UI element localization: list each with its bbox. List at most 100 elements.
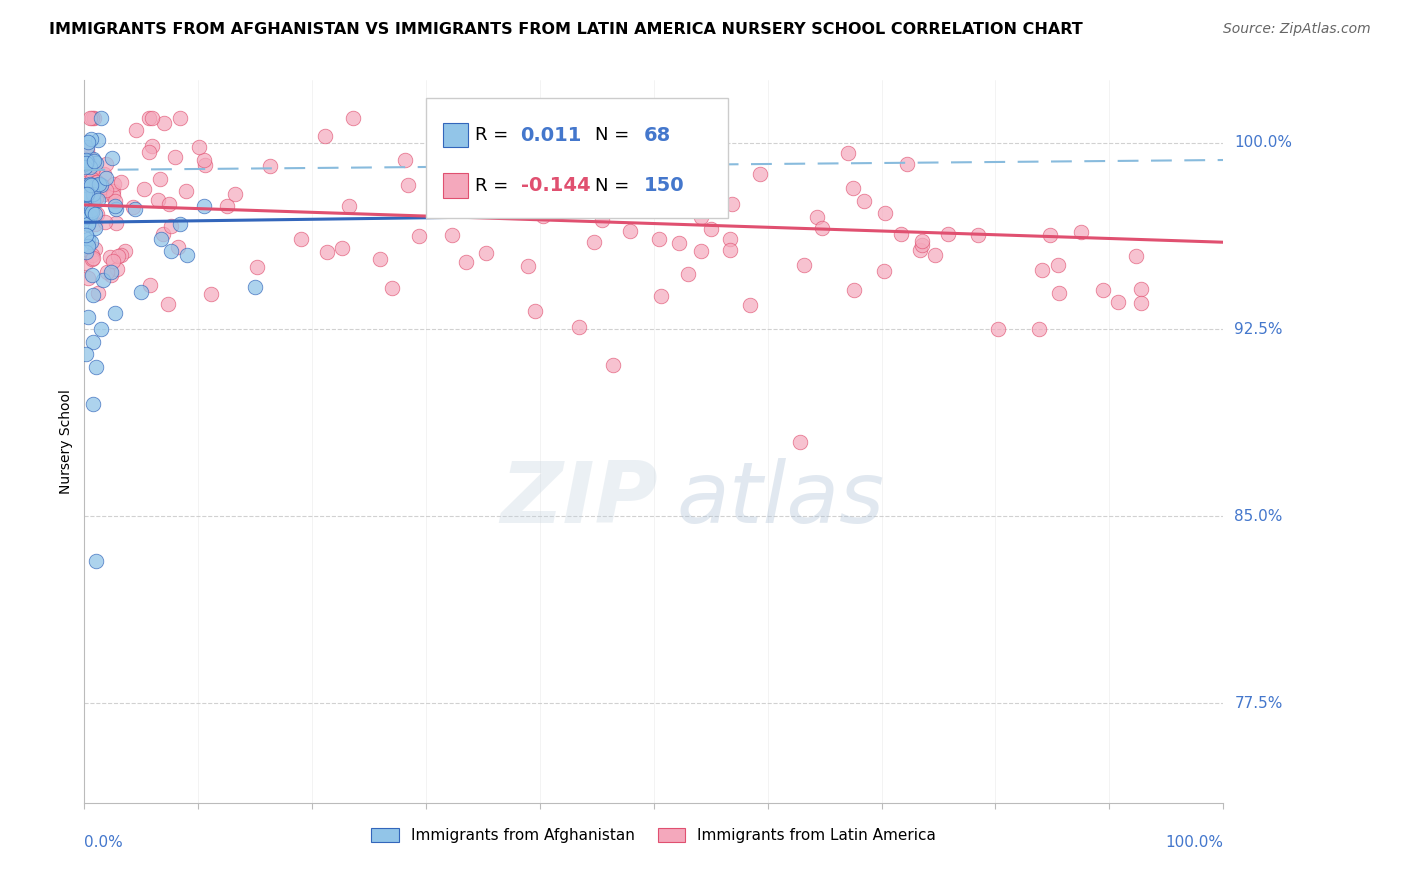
Point [82,187,104,202]
Point [82,397,104,411]
Point [80,252,103,266]
Point [259,159,281,173]
Point [86,189,108,203]
Point [79,111,101,125]
Point [160,219,183,234]
Point [82,334,104,349]
Point [692,169,714,184]
Point [689,210,711,224]
Point [987,322,1010,336]
Point [156,297,179,311]
Point [73,210,96,224]
Point [93,180,115,194]
Text: 77.5%: 77.5% [1234,696,1282,711]
Point [79,209,101,223]
Point [337,199,360,213]
Point [1070,225,1092,239]
Point [396,178,419,193]
Point [650,289,672,303]
Point [842,283,865,297]
Point [314,129,336,144]
Point [101,184,124,198]
Point [169,111,191,125]
Point [87,285,110,300]
Point [141,111,163,125]
Point [139,278,162,293]
Point [90,111,112,125]
Point [73,177,96,191]
Text: 85.0%: 85.0% [1234,508,1282,524]
Point [890,227,912,242]
Point [104,306,127,320]
Point [516,259,538,273]
Point [966,228,988,243]
Point [475,245,498,260]
Point [87,193,110,207]
Text: -0.144: -0.144 [520,177,591,195]
Point [80,205,103,219]
Point [82,252,104,266]
Point [315,245,337,260]
Point [1125,249,1147,263]
Point [583,235,606,249]
Point [93,186,115,201]
Point [86,175,108,189]
Point [76,310,98,324]
Point [558,111,581,125]
Point [80,202,103,217]
Point [76,186,98,201]
Point [77,156,100,170]
Point [90,322,112,336]
Point [837,145,859,160]
Point [1031,263,1053,277]
Point [83,220,105,235]
Point [75,256,97,270]
Point [132,182,155,196]
Point [141,139,163,153]
Point [793,258,815,272]
Text: IMMIGRANTS FROM AFGHANISTAN VS IMMIGRANTS FROM LATIN AMERICA NURSERY SCHOOL CORR: IMMIGRANTS FROM AFGHANISTAN VS IMMIGRANT… [49,22,1083,37]
Point [98,250,121,264]
Point [75,202,97,216]
Point [530,111,553,125]
Point [82,248,104,262]
Point [149,172,172,186]
Point [87,133,110,147]
Point [668,235,690,250]
Point [512,197,534,211]
Point [169,218,191,232]
Point [80,163,103,178]
Text: atlas: atlas [676,458,884,541]
Point [676,267,699,281]
Text: 150: 150 [644,177,685,195]
Point [380,281,402,295]
Text: Source: ZipAtlas.com: Source: ZipAtlas.com [1223,22,1371,37]
Text: ZIP: ZIP [501,458,658,541]
FancyBboxPatch shape [426,98,728,218]
Point [110,247,132,261]
Point [75,177,97,191]
Point [93,167,115,181]
Point [246,260,269,274]
Point [84,359,107,374]
Text: 0.0%: 0.0% [84,835,124,850]
Point [537,166,560,180]
FancyBboxPatch shape [443,173,468,198]
Point [75,210,97,224]
Point [193,199,215,213]
Point [105,216,128,230]
Point [75,347,97,361]
Point [101,151,124,165]
Point [602,358,624,372]
Point [138,145,160,159]
Point [75,208,97,222]
Point [73,186,96,201]
Point [83,154,105,169]
Point [811,220,834,235]
Point [84,218,107,232]
Point [75,153,97,167]
Text: 100.0%: 100.0% [1234,135,1292,150]
Text: 92.5%: 92.5% [1234,322,1282,337]
Point [84,175,107,189]
Point [591,213,613,227]
